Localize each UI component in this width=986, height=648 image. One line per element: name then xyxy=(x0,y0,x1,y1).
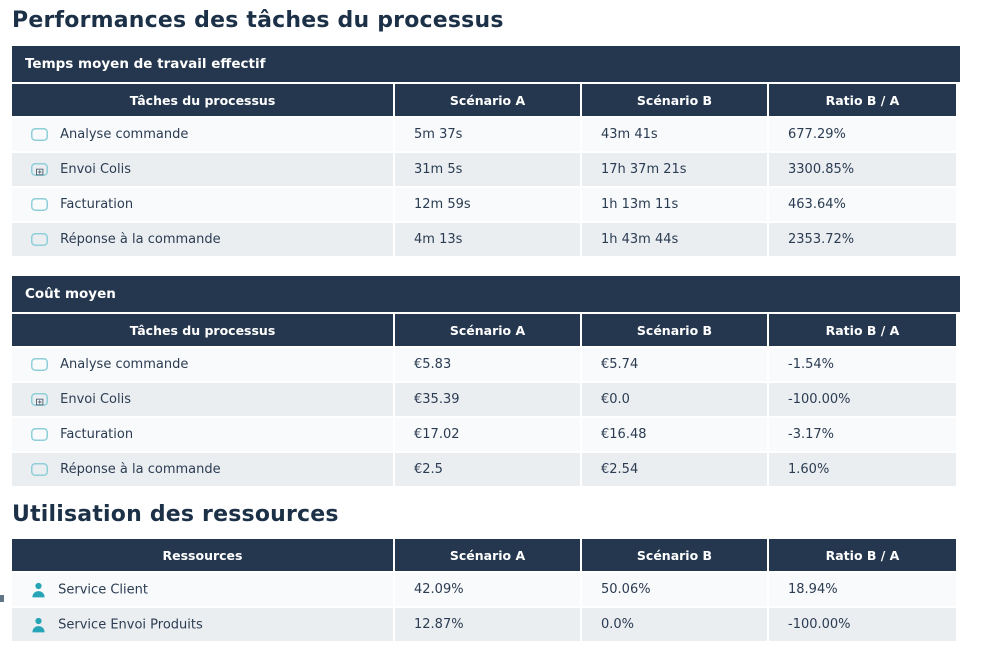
section-header-time: Temps moyen de travail effectif xyxy=(12,46,960,82)
task-cell: Réponse à la commande xyxy=(12,223,393,256)
column-header-ratio: Ratio B / A xyxy=(769,314,956,346)
table-row: Service Client 42.09% 50.06% 18.94% xyxy=(12,573,956,606)
scenario-b-value: €5.74 xyxy=(582,348,767,381)
bpmn-task-icon xyxy=(31,233,48,246)
task-label: Facturation xyxy=(60,197,134,212)
ratio-value: 463.64% xyxy=(769,188,956,221)
task-cell: Envoi Colis xyxy=(12,383,393,416)
scenario-a-value: €17.02 xyxy=(395,418,580,451)
resource-label: Service Envoi Produits xyxy=(58,617,203,632)
scenario-b-value: 50.06% xyxy=(582,573,767,606)
table-row: Facturation 12m 59s 1h 13m 11s 463.64% xyxy=(12,188,956,221)
table-row: Analyse commande €5.83 €5.74 -1.54% xyxy=(12,348,956,381)
task-label: Envoi Colis xyxy=(60,392,132,407)
table-row: Analyse commande 5m 37s 43m 41s 677.29% xyxy=(12,118,956,151)
screen-edge-artifact xyxy=(0,595,4,602)
resources-table: Ressources Scénario A Scénario B Ratio B… xyxy=(10,537,958,643)
column-header-scenario-b: Scénario B xyxy=(582,314,767,346)
resources-title: Utilisation des ressources xyxy=(12,502,339,527)
scenario-a-value: 42.09% xyxy=(395,573,580,606)
task-cell: Facturation xyxy=(12,188,393,221)
ratio-value: -1.54% xyxy=(769,348,956,381)
scenario-a-value: 5m 37s xyxy=(395,118,580,151)
column-header-scenario-a: Scénario A xyxy=(395,539,580,571)
time-table-header-row: Tâches du processus Scénario A Scénario … xyxy=(12,84,956,116)
time-table: Tâches du processus Scénario A Scénario … xyxy=(10,82,958,258)
resources-table-header-row: Ressources Scénario A Scénario B Ratio B… xyxy=(12,539,956,571)
scenario-a-value: 31m 5s xyxy=(395,153,580,186)
task-cell: Envoi Colis xyxy=(12,153,393,186)
scenario-b-value: €0.0 xyxy=(582,383,767,416)
table-row: Envoi Colis 31m 5s 17h 37m 21s 3300.85% xyxy=(12,153,956,186)
scenario-a-value: €5.83 xyxy=(395,348,580,381)
bpmn-subprocess-icon xyxy=(31,393,48,406)
scenario-a-value: 4m 13s xyxy=(395,223,580,256)
column-header-scenario-a: Scénario A xyxy=(395,84,580,116)
resource-label: Service Client xyxy=(58,582,148,597)
task-cell: Analyse commande xyxy=(12,118,393,151)
task-label: Envoi Colis xyxy=(60,162,132,177)
resource-cell: Service Envoi Produits xyxy=(12,608,393,641)
cost-table-section: Coût moyen Tâches du processus Scénario … xyxy=(12,276,960,488)
column-header-tasks: Tâches du processus xyxy=(12,314,393,346)
task-label: Facturation xyxy=(60,427,134,442)
bpmn-subprocess-icon xyxy=(31,163,48,176)
time-table-section: Temps moyen de travail effectif Tâches d… xyxy=(12,46,960,258)
scenario-b-value: 17h 37m 21s xyxy=(582,153,767,186)
person-icon xyxy=(31,582,46,598)
bpmn-task-icon xyxy=(31,128,48,141)
ratio-value: -100.00% xyxy=(769,383,956,416)
column-header-tasks: Tâches du processus xyxy=(12,84,393,116)
scenario-b-value: €16.48 xyxy=(582,418,767,451)
table-row: Service Envoi Produits 12.87% 0.0% -100.… xyxy=(12,608,956,641)
report-content: Performances des tâches du processus Tem… xyxy=(12,8,960,643)
column-header-ratio: Ratio B / A xyxy=(769,84,956,116)
ratio-value: 3300.85% xyxy=(769,153,956,186)
person-icon xyxy=(31,617,46,633)
task-cell: Facturation xyxy=(12,418,393,451)
task-label: Analyse commande xyxy=(60,127,189,142)
scenario-b-value: 1h 43m 44s xyxy=(582,223,767,256)
scenario-b-value: €2.54 xyxy=(582,453,767,486)
resource-cell: Service Client xyxy=(12,573,393,606)
ratio-value: 2353.72% xyxy=(769,223,956,256)
ratio-value: 18.94% xyxy=(769,573,956,606)
cost-table: Tâches du processus Scénario A Scénario … xyxy=(10,312,958,488)
scenario-a-value: 12.87% xyxy=(395,608,580,641)
task-cell: Réponse à la commande xyxy=(12,453,393,486)
table-row: Envoi Colis €35.39 €0.0 -100.00% xyxy=(12,383,956,416)
resources-table-section: Ressources Scénario A Scénario B Ratio B… xyxy=(12,537,960,643)
bpmn-task-icon xyxy=(31,428,48,441)
bpmn-task-icon xyxy=(31,358,48,371)
bpmn-task-icon xyxy=(31,463,48,476)
scenario-b-value: 1h 13m 11s xyxy=(582,188,767,221)
task-label: Analyse commande xyxy=(60,357,189,372)
task-cell: Analyse commande xyxy=(12,348,393,381)
scenario-a-value: €2.5 xyxy=(395,453,580,486)
column-header-scenario-b: Scénario B xyxy=(582,539,767,571)
task-label: Réponse à la commande xyxy=(60,462,221,477)
table-row: Facturation €17.02 €16.48 -3.17% xyxy=(12,418,956,451)
ratio-value: -100.00% xyxy=(769,608,956,641)
column-header-ratio: Ratio B / A xyxy=(769,539,956,571)
ratio-value: 677.29% xyxy=(769,118,956,151)
ratio-value: 1.60% xyxy=(769,453,956,486)
ratio-value: -3.17% xyxy=(769,418,956,451)
task-label: Réponse à la commande xyxy=(60,232,221,247)
scenario-b-value: 0.0% xyxy=(582,608,767,641)
scenario-a-value: €35.39 xyxy=(395,383,580,416)
table-row: Réponse à la commande €2.5 €2.54 1.60% xyxy=(12,453,956,486)
bpmn-task-icon xyxy=(31,198,48,211)
cost-table-header-row: Tâches du processus Scénario A Scénario … xyxy=(12,314,956,346)
section-header-cost: Coût moyen xyxy=(12,276,960,312)
column-header-scenario-a: Scénario A xyxy=(395,314,580,346)
scenario-a-value: 12m 59s xyxy=(395,188,580,221)
table-row: Réponse à la commande 4m 13s 1h 43m 44s … xyxy=(12,223,956,256)
column-header-scenario-b: Scénario B xyxy=(582,84,767,116)
column-header-resources: Ressources xyxy=(12,539,393,571)
scenario-b-value: 43m 41s xyxy=(582,118,767,151)
page-title: Performances des tâches du processus xyxy=(12,8,504,33)
